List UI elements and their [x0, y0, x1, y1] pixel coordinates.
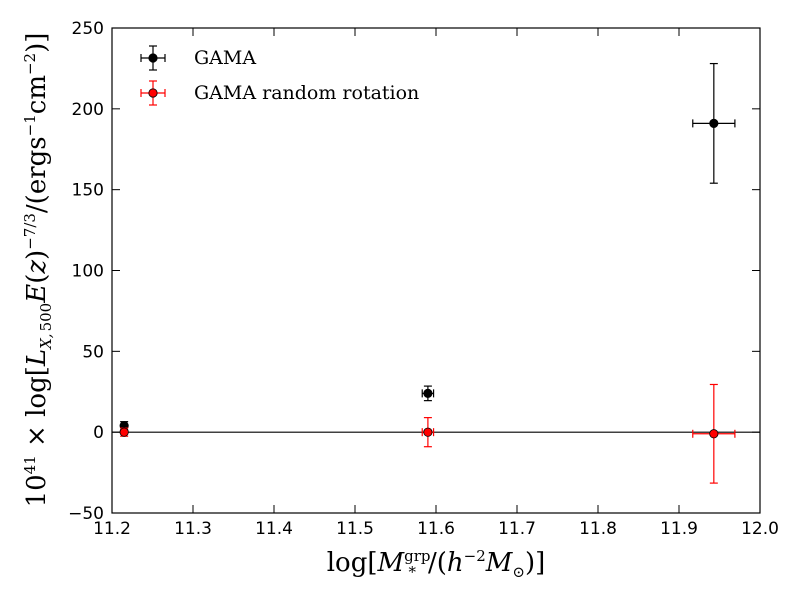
x-tick-label: 11.3 — [174, 519, 212, 539]
legend-label: GAMA random rotation — [194, 82, 419, 104]
y-tick-label: 150 — [72, 181, 104, 201]
x-tick-label: 11.2 — [93, 519, 131, 539]
legend-marker — [148, 88, 158, 98]
x-tick-label: 11.4 — [255, 519, 293, 539]
legend-entry-1: GAMA random rotation — [140, 80, 419, 106]
series-1 — [119, 383, 736, 484]
y-tick-label: 0 — [93, 423, 104, 443]
x-tick-label: 11.9 — [660, 519, 698, 539]
y-tick-label: 250 — [72, 19, 104, 39]
legend-marker — [148, 53, 158, 63]
y-axis-label: 1041 × log[LX,500E(z)−7/3/(ergs−1cm−2)] — [21, 33, 55, 508]
y-tick-label: −50 — [68, 504, 104, 524]
x-tick-label: 11.5 — [336, 519, 374, 539]
x-axis-label: log[Mgrp */(h−2M⊙)] — [327, 547, 546, 581]
series-0 — [119, 62, 736, 431]
data-point — [119, 427, 129, 437]
x-tick-label: 11.6 — [417, 519, 455, 539]
data-layer — [112, 62, 760, 484]
data-point — [423, 388, 433, 398]
y-tick-label: 200 — [72, 100, 104, 120]
x-tick-label: 11.7 — [498, 519, 536, 539]
legend-label: GAMA — [194, 47, 256, 69]
x-tick-label: 11.8 — [579, 519, 617, 539]
data-point — [423, 427, 433, 437]
data-point — [709, 429, 719, 439]
legend: GAMA GAMA random rotation — [140, 45, 419, 106]
x-tick-label: 12.0 — [741, 519, 779, 539]
y-tick-label: 50 — [82, 342, 104, 362]
ticks-layer: 11.2 11.3 11.4 11.5 11.6 11.7 11.8 11.9 12.0 −50 0… — [68, 19, 779, 539]
legend-entry-0: GAMA — [140, 45, 256, 71]
data-point — [709, 118, 719, 128]
y-tick-label: 100 — [72, 262, 104, 282]
